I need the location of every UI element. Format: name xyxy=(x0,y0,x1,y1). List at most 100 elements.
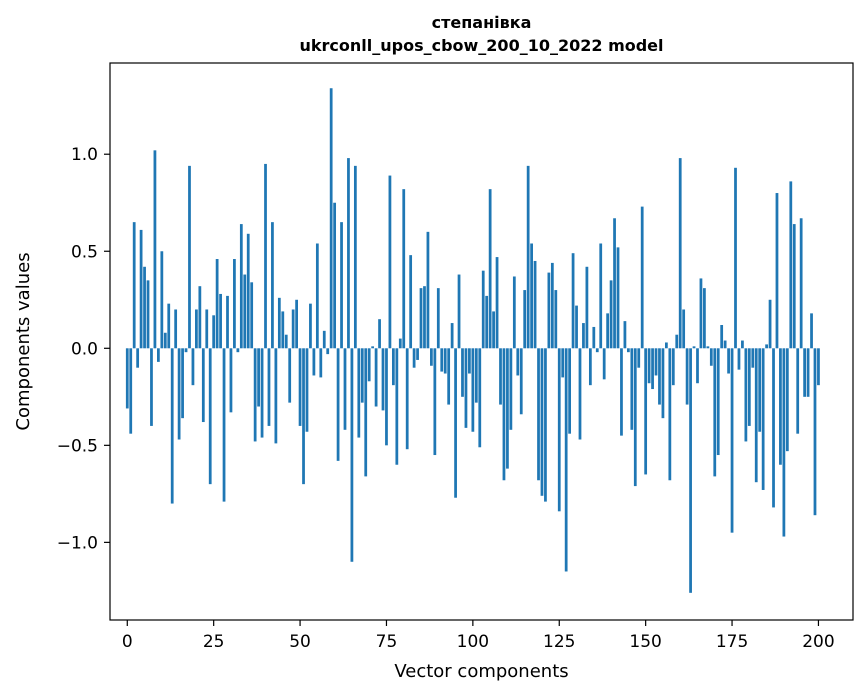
bar xyxy=(419,288,423,349)
x-tick-label: 0 xyxy=(122,632,133,652)
bar xyxy=(219,293,222,349)
bar xyxy=(644,348,648,475)
bar xyxy=(457,274,461,349)
bar xyxy=(658,348,661,405)
bar xyxy=(474,348,478,403)
bar xyxy=(516,348,520,376)
bar xyxy=(329,88,333,349)
bar xyxy=(485,295,489,349)
bar xyxy=(768,299,772,349)
bar xyxy=(810,313,813,349)
bar xyxy=(398,338,402,349)
bar xyxy=(761,348,765,490)
bar xyxy=(347,158,350,349)
bar xyxy=(685,348,689,405)
bar xyxy=(257,348,260,407)
bar xyxy=(782,348,786,537)
bar xyxy=(302,348,305,485)
bar xyxy=(333,202,337,349)
bar xyxy=(758,348,762,432)
bar xyxy=(716,348,720,456)
bar xyxy=(626,348,630,353)
bar xyxy=(409,255,413,349)
bar xyxy=(236,348,240,353)
bar xyxy=(156,348,160,362)
bar xyxy=(391,348,395,386)
bar xyxy=(678,158,682,349)
bar xyxy=(675,334,679,349)
bar xyxy=(430,348,433,366)
bar xyxy=(585,266,589,349)
bar xyxy=(537,348,540,481)
bar xyxy=(226,295,229,349)
bar xyxy=(395,348,399,465)
bar xyxy=(271,222,274,349)
bar xyxy=(744,348,748,442)
bar xyxy=(647,348,651,384)
bar xyxy=(609,280,613,349)
bar xyxy=(160,251,164,349)
bar xyxy=(312,348,316,376)
bar xyxy=(689,348,692,593)
bar xyxy=(765,344,768,349)
bar xyxy=(561,348,565,378)
x-tick-label: 75 xyxy=(376,632,398,652)
bar xyxy=(298,348,302,426)
x-tick-label: 125 xyxy=(543,632,575,652)
bar xyxy=(264,163,267,349)
x-tick-label: 50 xyxy=(289,632,311,652)
bar xyxy=(630,348,634,430)
y-axis-label: Components values xyxy=(13,252,34,430)
bar xyxy=(284,334,288,349)
bars-group xyxy=(125,88,820,593)
bar xyxy=(195,309,198,349)
bar xyxy=(713,348,717,477)
bar xyxy=(215,259,219,349)
bar xyxy=(146,280,150,349)
bar xyxy=(637,348,641,368)
bar xyxy=(723,340,727,349)
y-tick-label: 1.0 xyxy=(71,145,98,165)
bar xyxy=(606,313,610,349)
bar xyxy=(402,189,406,349)
bar xyxy=(181,348,184,419)
bar xyxy=(623,321,627,349)
chart-title: степанівка xyxy=(432,13,532,32)
bar xyxy=(613,218,616,349)
bar xyxy=(288,348,292,403)
bar xyxy=(730,348,734,533)
bar xyxy=(322,330,326,349)
bar xyxy=(253,348,257,442)
bar xyxy=(616,247,620,349)
bar xyxy=(661,348,665,419)
bar xyxy=(440,348,444,372)
bar xyxy=(557,348,561,512)
bar xyxy=(512,276,516,349)
bar xyxy=(360,348,364,403)
x-tick-label: 150 xyxy=(629,632,661,652)
bar xyxy=(405,348,409,450)
bar xyxy=(319,348,323,378)
bar xyxy=(174,309,178,349)
bar xyxy=(136,348,140,368)
bar xyxy=(682,309,686,349)
bar xyxy=(184,348,188,353)
bar xyxy=(665,342,668,349)
y-tick-label: 0.5 xyxy=(71,242,98,262)
bar xyxy=(734,167,737,349)
bar xyxy=(191,348,195,386)
bar xyxy=(461,348,464,397)
bar xyxy=(201,348,205,423)
bar xyxy=(443,348,447,374)
bar xyxy=(592,326,596,349)
bar xyxy=(582,323,585,349)
bar xyxy=(599,243,603,349)
bar xyxy=(571,253,575,349)
bar xyxy=(588,348,592,386)
bar xyxy=(412,348,416,368)
bar xyxy=(640,206,644,349)
bar xyxy=(125,348,129,409)
bar xyxy=(326,348,330,355)
bar xyxy=(671,348,675,386)
bar xyxy=(229,348,233,413)
